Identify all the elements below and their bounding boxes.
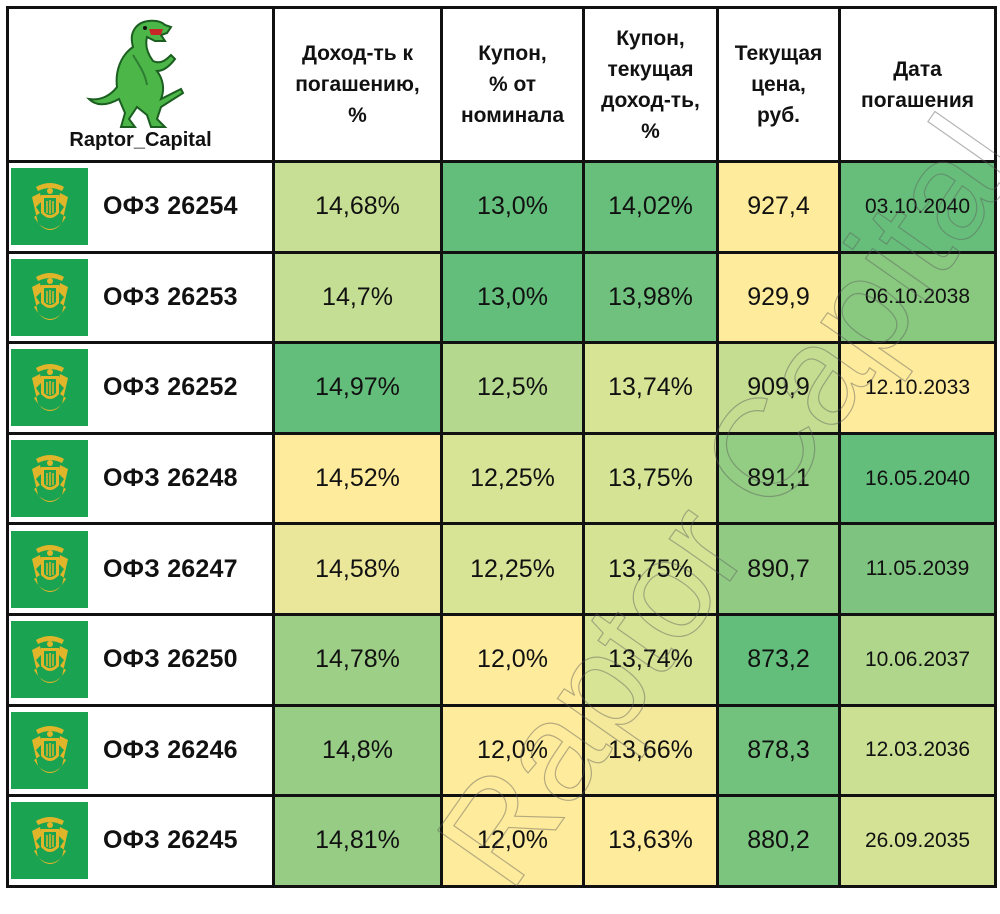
header-coupon-current: Купон, текущая доход-ть, % [582,6,719,163]
bond-name-cell: ОФЗ 26253 [6,250,275,345]
price-cell: 873,2 [716,612,841,707]
coupon-current-cell: 13,74% [582,341,719,435]
header-ytm-line-2: погашению, [295,73,420,96]
bond-name: ОФЗ 26254 [103,192,238,221]
coupon-current-cell: 13,74% [582,612,719,707]
ytm-cell: 14,52% [272,431,443,526]
price-cell: 890,7 [716,522,841,616]
emblem-icon [11,440,88,518]
coupon-current-cell: 13,75% [582,431,719,526]
bond-name-cell: ОФЗ 26252 [6,341,275,435]
header-maturity-line-1: Дата [893,57,942,81]
emblem-icon [11,168,88,246]
bond-name-cell: ОФЗ 26248 [6,431,275,526]
ytm-cell: 14,97% [272,341,443,435]
header-ytm-line-1: Доход-ть к [301,42,414,65]
header-maturity: Дата погашения [838,6,997,163]
header-price-line-1: Текущая [734,42,823,65]
bonds-table: Raptor_Capital Доход-ть к погашению, % К… [6,6,997,888]
coupon-nominal-cell: 12,0% [440,703,585,798]
ytm-cell: 14,7% [272,250,443,345]
maturity-cell: 03.10.2040 [838,160,997,254]
price-cell: 880,2 [716,794,841,888]
raptor-dinosaur-icon [86,19,185,128]
bond-name: ОФЗ 26246 [103,735,238,764]
bond-name: ОФЗ 26245 [103,826,238,855]
price-cell: 929,9 [716,250,841,345]
emblem-icon [11,349,88,427]
header-maturity-line-2: погашения [861,88,974,112]
header-price-line-3: руб. [756,104,801,127]
header-ytm: Доход-ть к погашению, % [272,6,443,163]
table-row: ОФЗ 26252 14,97% 12,5% 13,74% 909,9 12.1… [6,341,997,435]
header-coupon-nominal-line-3: номинала [460,104,565,127]
header-coupon-nominal: Купон, % от номинала [440,6,585,163]
price-cell: 927,4 [716,160,841,254]
maturity-cell: 06.10.2038 [838,250,997,345]
header-coupon-nominal-line-2: % от [488,73,537,96]
bond-name-cell: ОФЗ 26247 [6,522,275,616]
bond-name: ОФЗ 26253 [103,282,238,311]
header-coupon-current-line-3: доход-ть, [601,88,700,112]
coupon-current-cell: 13,66% [582,703,719,798]
maturity-cell: 16.05.2040 [838,431,997,526]
emblem-icon [11,530,88,608]
table-row: ОФЗ 26245 14,81% 12,0% 13,63% 880,2 26.0… [6,794,997,888]
coupon-current-cell: 13,98% [582,250,719,345]
bond-name-cell: ОФЗ 26250 [6,612,275,707]
bond-name: ОФЗ 26247 [103,554,238,583]
header-coupon-current-line-1: Купон, [616,26,685,50]
coupon-nominal-cell: 12,0% [440,794,585,888]
emblem-icon [11,711,88,789]
table-row: ОФЗ 26248 14,52% 12,25% 13,75% 891,1 16.… [6,431,997,526]
coupon-nominal-cell: 13,0% [440,160,585,254]
header-coupon-current-line-2: текущая [607,57,694,81]
brand-name: Raptor_Capital [69,129,212,151]
bond-name-cell: ОФЗ 26245 [6,794,275,888]
header-coupon-current-line-4: % [641,119,660,143]
header-coupon-nominal-line-1: Купон, [478,42,547,65]
header-ytm-line-3: % [348,104,367,127]
emblem-icon [11,258,88,336]
price-cell: 891,1 [716,431,841,526]
header-price-line-2: цена, [751,73,806,96]
maturity-cell: 12.03.2036 [838,703,997,798]
coupon-nominal-cell: 12,25% [440,431,585,526]
coupon-nominal-cell: 12,0% [440,612,585,707]
header-row: Raptor_Capital Доход-ть к погашению, % К… [6,6,997,163]
coupon-current-cell: 13,75% [582,522,719,616]
ytm-cell: 14,8% [272,703,443,798]
table-row: ОФЗ 26253 14,7% 13,0% 13,98% 929,9 06.10… [6,250,997,345]
bond-name: ОФЗ 26252 [103,373,238,402]
coupon-current-cell: 14,02% [582,160,719,254]
maturity-cell: 12.10.2033 [838,341,997,435]
price-cell: 878,3 [716,703,841,798]
coupon-nominal-cell: 13,0% [440,250,585,345]
coupon-nominal-cell: 12,25% [440,522,585,616]
emblem-icon [11,802,88,880]
price-cell: 909,9 [716,341,841,435]
table-row: ОФЗ 26254 14,68% 13,0% 14,02% 927,4 03.1… [6,160,997,254]
emblem-icon [11,621,88,699]
table-row: ОФЗ 26250 14,78% 12,0% 13,74% 873,2 10.0… [6,612,997,707]
ytm-cell: 14,58% [272,522,443,616]
table-row: ОФЗ 26246 14,8% 12,0% 13,66% 878,3 12.03… [6,703,997,798]
maturity-cell: 11.05.2039 [838,522,997,616]
ytm-cell: 14,81% [272,794,443,888]
header-price: Текущая цена, руб. [716,6,841,163]
ytm-cell: 14,68% [272,160,443,254]
bond-name-cell: ОФЗ 26246 [6,703,275,798]
ytm-cell: 14,78% [272,612,443,707]
bond-name-cell: ОФЗ 26254 [6,160,275,254]
table-row: ОФЗ 26247 14,58% 12,25% 13,75% 890,7 11.… [6,522,997,616]
brand-header-cell: Raptor_Capital [6,6,275,163]
bond-name: ОФЗ 26250 [103,645,238,674]
coupon-nominal-cell: 12,5% [440,341,585,435]
bond-name: ОФЗ 26248 [103,464,238,493]
coupon-current-cell: 13,63% [582,794,719,888]
maturity-cell: 10.06.2037 [838,612,997,707]
maturity-cell: 26.09.2035 [838,794,997,888]
